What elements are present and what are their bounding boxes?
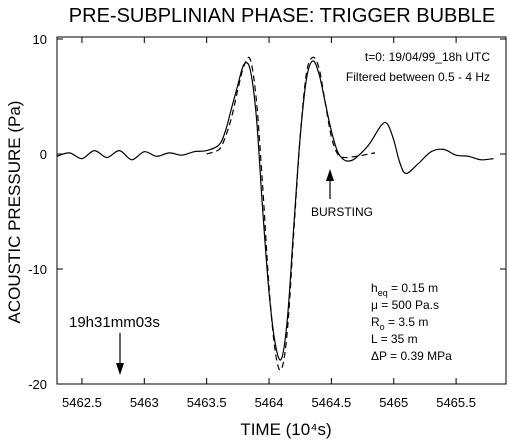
start-time-arrow [116,333,124,375]
parameter-line: L = 35 m [371,332,418,346]
start-time-label: 19h31mm03s [69,314,160,331]
time-origin-annotation: t=0: 19/04/99_18h UTC [365,50,490,64]
bursting-arrow [326,169,334,199]
x-tick-label: 5463.5 [187,395,227,410]
x-tick-label: 5465.5 [436,395,476,410]
plot-frame [56,36,507,385]
chart-title: PRE-SUBPLINIAN PHASE: TRIGGER BUBBLE [69,5,495,27]
parameter-line: Ro = 3.5 m [371,315,428,332]
series-layer [56,56,494,371]
x-tick-label: 5462.5 [62,395,102,410]
x-tick-label: 5463 [130,395,159,410]
x-tick-label: 5465 [379,395,408,410]
observed-waveform-line [56,60,494,361]
parameters-box: heq = 0.15 mμ = 500 Pa.s Ro = 3.5 mL = 35… [371,281,452,363]
parameter-line: ΔP = 0.39 MPa [371,349,452,363]
y-axis-title: ACOUSTIC PRESSURE (Pa) [5,101,24,324]
x-tick-label: 5464 [255,395,284,410]
y-tick-label: 0 [40,147,47,162]
parameter-line: μ = 500 Pa.s [371,298,439,312]
x-axis-title: TIME (10⁴s) [240,420,331,439]
y-axis-ticks: 10 0 -10 -20 [28,32,506,392]
parameter-line: heq = 0.15 m [371,281,438,298]
x-axis-ticks: 5462.5 5463 5463.5 5464 5464.5 5465 5465.5 [62,37,476,410]
y-tick-label: -20 [28,377,47,392]
x-tick-label: 5464.5 [312,395,352,410]
y-tick-label: 10 [33,32,47,47]
synthetic-waveform-line [206,56,376,371]
filter-annotation: Filtered between 0.5 - 4 Hz [346,70,490,84]
bursting-label: BURSTING [311,205,373,219]
y-tick-label: -10 [28,262,47,277]
